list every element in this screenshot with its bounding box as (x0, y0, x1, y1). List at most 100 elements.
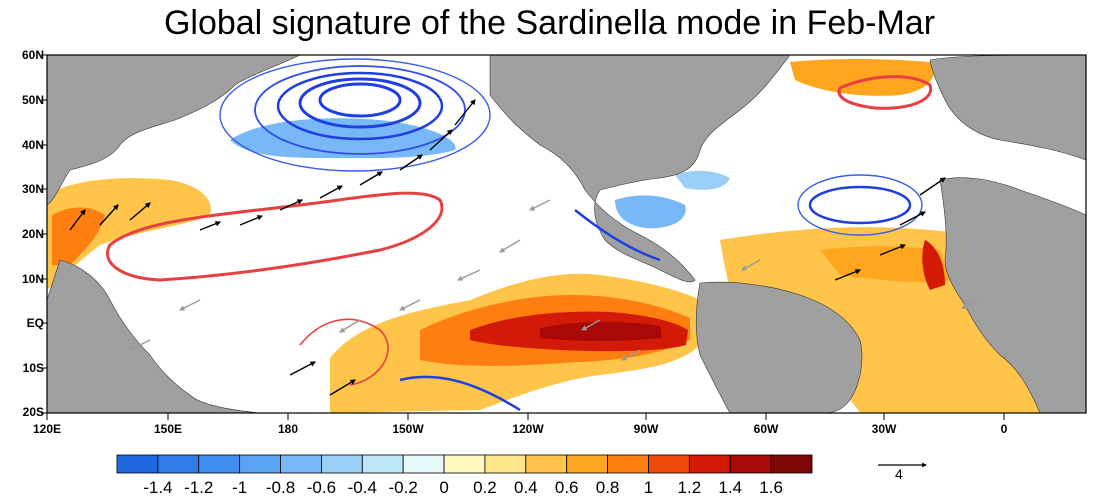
wind-vector (454, 99, 476, 126)
colorbar-segment (116, 454, 159, 474)
sst-hot-west-pacific (52, 207, 105, 265)
wind-vector (919, 177, 946, 196)
colorbar-tick-label: 0.8 (595, 478, 620, 497)
land-maritime-continent (47, 259, 261, 413)
colorbar-tick-label: 0.6 (554, 478, 579, 497)
land-asia (47, 55, 301, 206)
sst-anomaly-shading (47, 59, 1086, 413)
wind-vector (129, 202, 151, 221)
colorbar-segment (280, 454, 322, 474)
wind-vector (581, 319, 601, 331)
wind-vector (456, 269, 481, 281)
colorbar-segment (525, 454, 568, 474)
colorbar-segment (648, 454, 690, 474)
colorbar-segment (361, 454, 404, 474)
colorbar-tick-label: -0.6 (306, 478, 337, 497)
sst-cold-gulf-mexico (615, 195, 686, 229)
colorbar-segment (239, 454, 281, 474)
wind-vector (834, 269, 862, 281)
lat-tick-label: 30N (21, 182, 44, 196)
land-masses (47, 55, 1086, 413)
lat-tick-label: 60N (21, 48, 44, 62)
lat-tick-label: 10N (21, 272, 44, 286)
slp-atlantic-low-ring (797, 174, 923, 236)
slp-low-ring-3 (254, 65, 466, 155)
slp-low-ring-4 (219, 58, 491, 172)
lat-tick-label: EQ (26, 316, 44, 330)
lon-tick-label: 60W (753, 422, 779, 436)
slp-low-ring-2 (276, 71, 444, 141)
wind-vector (239, 215, 264, 226)
wind-vector (621, 349, 641, 361)
wind-vector (879, 244, 907, 256)
colorbar-segment (157, 454, 200, 474)
wind-vector (329, 379, 356, 396)
slp-contour-red-south (299, 318, 389, 386)
lat-tick-label: 10S (22, 361, 44, 375)
wind-vector (398, 299, 421, 311)
wind-vector (199, 221, 222, 231)
lat-tick-label: 50N (21, 93, 44, 107)
wind-vector (960, 299, 981, 309)
wind-vector (528, 199, 551, 211)
sst-max-pacific (540, 321, 662, 341)
land-africa (939, 177, 1086, 413)
wind-vector (99, 204, 119, 226)
colorbar-segment (566, 454, 608, 474)
sst-hot-senegal-coast (922, 240, 945, 290)
sst-warm-north-atlantic (790, 59, 934, 96)
wind-vector (899, 211, 926, 226)
lat-tick-label: 40N (21, 138, 44, 152)
lon-tick-label: 150W (392, 422, 424, 436)
wind-vector (69, 209, 86, 231)
colorbar-segment (729, 454, 772, 474)
slp-atlantic-low (808, 185, 912, 225)
slp-low-ring-1 (298, 77, 422, 129)
reference-vector-label: 4 (895, 466, 903, 482)
lon-tick-label: 30W (871, 422, 897, 436)
wind-vector (359, 171, 383, 186)
wind-vector (178, 299, 201, 311)
wind-vector (279, 199, 304, 211)
colorbar-tick-label: -1.2 (184, 478, 214, 497)
slp-contour-blue-central (574, 209, 661, 262)
slp-high-north-atlantic (837, 75, 933, 110)
wind-vector (399, 154, 423, 171)
sst-cold-florida (675, 170, 730, 190)
wind-vector (741, 259, 761, 271)
lon-tick-label: 120W (512, 422, 544, 436)
slp-contours (106, 58, 933, 412)
lon-tick-label: 90W (633, 422, 659, 436)
colorbar-tick-label: 0.4 (513, 478, 538, 497)
lon-tick-label: 0 (1000, 422, 1008, 436)
wind-vector (339, 319, 361, 333)
colorbar-tick-label: -0.4 (347, 478, 377, 497)
wind-vector (289, 361, 316, 376)
slp-contour-blue-south (399, 375, 521, 412)
colorbar-segment (688, 454, 731, 474)
colorbar-tick-label: 1.2 (677, 478, 702, 497)
land-south-america (695, 281, 863, 413)
lon-tick-label: 120E (32, 422, 62, 436)
lon-tick-label: 150E (153, 422, 183, 436)
colorbar-segment (770, 454, 813, 474)
slp-high-pacific (106, 191, 444, 282)
colorbar-tick-label: -1.4 (143, 478, 173, 497)
land-north-america (489, 55, 791, 283)
wind-vector (429, 129, 453, 151)
colorbar-tick-label: 0.2 (473, 478, 497, 497)
chart-title: Global signature of the Sardinella mode … (163, 4, 936, 42)
wind-vectors (69, 99, 981, 396)
colorbar-segment (321, 454, 363, 474)
colorbar-segment (484, 454, 527, 474)
colorbar (116, 454, 813, 474)
wind-vector (128, 339, 151, 351)
wind-vector (319, 185, 343, 199)
lat-tick-label: 20S (22, 405, 44, 419)
colorbar-tick-label: -0.8 (265, 478, 296, 497)
colorbar-segment (443, 454, 486, 474)
lat-tick-label: 20N (21, 227, 44, 241)
colorbar-tick-label: 0 (439, 478, 449, 497)
lon-tick-label: 180 (277, 422, 299, 436)
